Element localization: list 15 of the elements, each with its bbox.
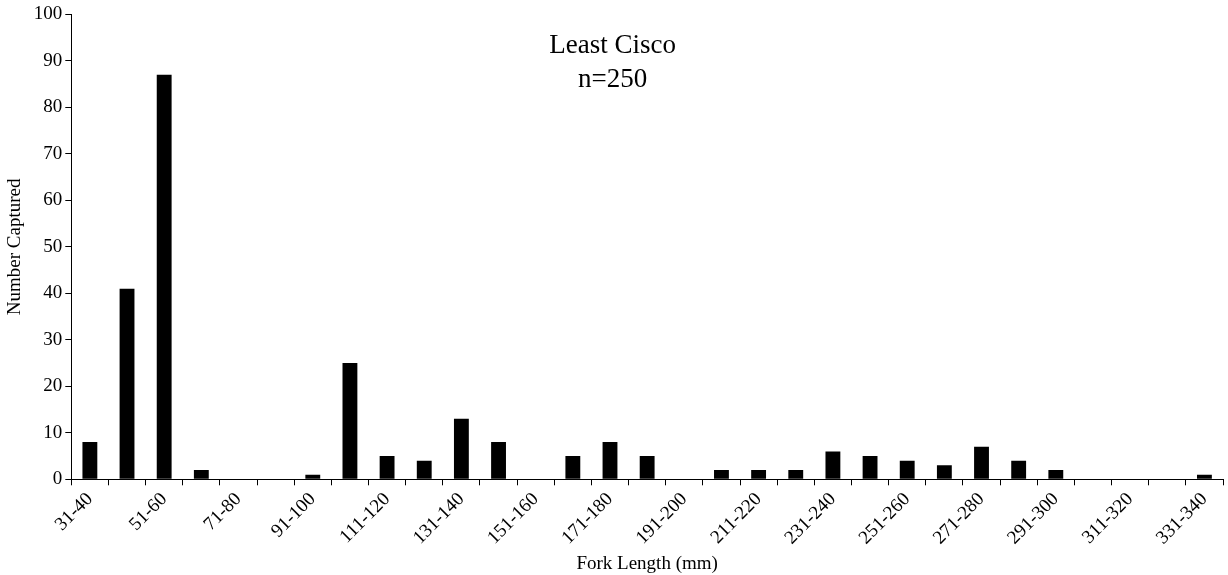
y-tick-label: 20 <box>43 374 63 396</box>
y-tick-label: 70 <box>43 141 63 163</box>
x-axis-title: Fork Length (mm) <box>576 551 718 574</box>
y-tick-label: 10 <box>43 420 63 442</box>
y-tick-label: 60 <box>43 188 63 210</box>
y-tick-label: 30 <box>43 327 63 349</box>
y-axis-title: Number Captured <box>3 178 25 316</box>
y-tick-label: 100 <box>33 2 63 24</box>
y-tick-label: 50 <box>43 234 63 256</box>
text: Least Cisco <box>549 29 676 60</box>
y-tick-label: 40 <box>43 281 63 303</box>
text: n=250 <box>577 63 648 94</box>
y-tick-label: 90 <box>43 48 63 70</box>
y-tick-label: 0 <box>52 467 63 489</box>
y-tick-label: 80 <box>43 95 63 117</box>
